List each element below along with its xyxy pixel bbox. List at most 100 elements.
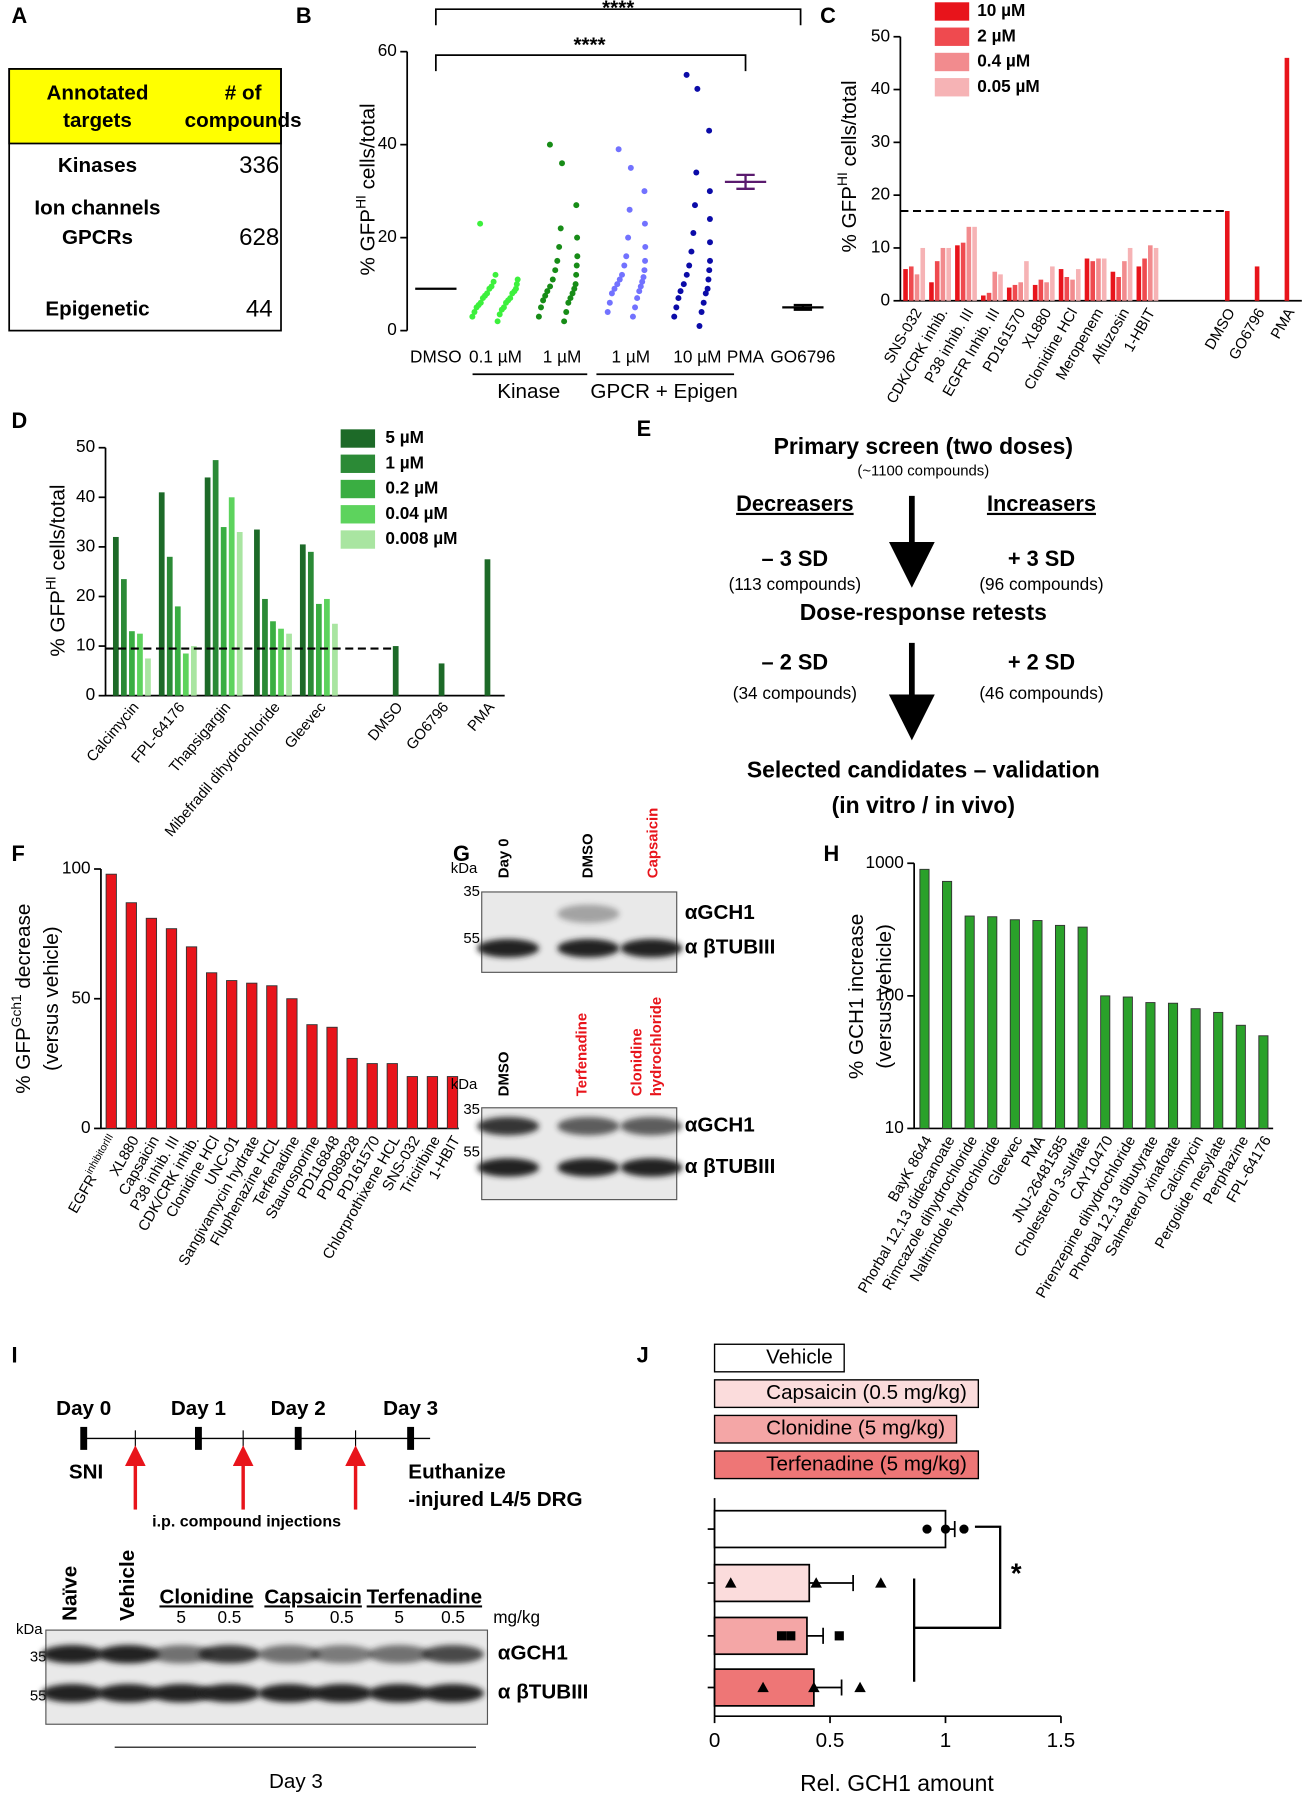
flow-title: Primary screen (two doses) — [774, 433, 1073, 459]
group-label: Clonidine — [159, 1585, 253, 1608]
data-point — [496, 311, 503, 318]
bar — [105, 873, 117, 1129]
panel-label: I — [11, 1343, 17, 1368]
y-tick-label: 20 — [871, 184, 890, 204]
data-point — [834, 1631, 844, 1641]
bar — [992, 271, 998, 301]
text-part: % GFP — [357, 209, 380, 276]
data-point — [757, 1681, 769, 1693]
lane-label: DMSO — [580, 833, 596, 878]
bar — [145, 658, 151, 696]
bar — [286, 633, 292, 696]
data-point — [561, 318, 568, 325]
footer: Day 3 — [269, 1770, 323, 1793]
bar — [1153, 247, 1159, 301]
data-point — [875, 1577, 887, 1588]
y-axis-label: % GFPHI cells/total — [353, 103, 380, 275]
legend-label: 0.05 µM — [977, 76, 1039, 96]
data-point — [693, 169, 700, 176]
x-tick-label: 1 µM — [612, 347, 651, 367]
x-tick-label: 1 µM — [543, 347, 582, 367]
data-point — [544, 288, 551, 295]
data-point — [542, 292, 549, 299]
blot-band — [97, 1645, 160, 1664]
y-tick-label: 10 — [76, 635, 95, 655]
bar — [940, 247, 946, 301]
data-point — [959, 1524, 969, 1534]
data-point — [641, 188, 648, 195]
bar — [220, 527, 227, 696]
bar — [204, 477, 211, 696]
y-tick-label: 0 — [880, 289, 890, 309]
legend-swatch — [340, 429, 376, 448]
bar — [1148, 245, 1153, 301]
y-tick-label: 10 — [885, 1117, 904, 1137]
y-tick-label: 0 — [86, 684, 96, 704]
data-point — [810, 1577, 822, 1588]
legend-label: 0.4 µM — [977, 51, 1030, 71]
legend-swatch — [934, 52, 970, 72]
blot-band — [150, 1684, 213, 1703]
bar — [112, 536, 119, 696]
y-tick-label: 60 — [378, 40, 397, 60]
bar — [1024, 261, 1029, 301]
blot-band — [97, 1684, 160, 1703]
data-point — [492, 271, 499, 278]
x-tick-label: DMSO — [365, 700, 406, 745]
data-point — [692, 202, 698, 209]
bar — [903, 269, 908, 301]
flow-step: – 3 SD — [762, 546, 829, 571]
data-point — [503, 299, 509, 306]
text-part: EGFR — [66, 1172, 101, 1216]
marker: 55 — [463, 931, 480, 947]
significance-bracket — [434, 8, 802, 26]
bar — [1018, 282, 1023, 301]
y-tick-label: 100 — [875, 984, 904, 1004]
bar — [1012, 284, 1018, 301]
blot-band — [198, 1645, 261, 1664]
flow-final: (in vitro / in vivo) — [832, 792, 1015, 818]
blot-band — [41, 1684, 104, 1703]
bar — [942, 880, 953, 1129]
data-point — [615, 146, 622, 153]
data-point — [473, 304, 480, 311]
legend-swatch — [340, 505, 376, 524]
x-tick-label: 1.5 — [1047, 1729, 1076, 1752]
bar — [934, 261, 940, 301]
bar — [386, 1063, 398, 1129]
timeline-tick — [407, 1426, 415, 1450]
legend-label: 1 µM — [385, 452, 424, 472]
data-point — [641, 220, 648, 227]
bar — [226, 980, 238, 1129]
bar — [286, 998, 298, 1129]
flow-note: (96 compounds) — [979, 574, 1103, 594]
blot-band — [620, 1158, 683, 1177]
text-part: decrease — [13, 904, 36, 995]
dose: 0.5 — [330, 1607, 354, 1627]
antibody: α βTUBIII — [498, 1681, 589, 1704]
blot-band — [422, 1645, 485, 1664]
data-point — [686, 262, 693, 269]
group-label: Terfenadine — [367, 1585, 482, 1608]
significance: **** — [602, 0, 635, 20]
dose: 5 — [176, 1607, 186, 1627]
data-point — [688, 248, 695, 255]
x-tick-label: 0.5 — [816, 1729, 845, 1752]
y-axis-label: (versus vehicle) — [40, 926, 63, 1071]
bar — [1084, 258, 1090, 301]
bar — [315, 603, 322, 696]
flow-note: (34 compounds) — [733, 683, 857, 703]
x-tick-label: PMA — [465, 700, 498, 735]
table-border — [8, 68, 282, 332]
marker: 35 — [463, 884, 480, 900]
bar — [929, 282, 934, 301]
bar — [1136, 266, 1142, 301]
data-point — [632, 304, 639, 311]
blot-band — [557, 904, 620, 923]
bar — [346, 1057, 358, 1129]
bar — [1090, 261, 1096, 301]
bar — [326, 1026, 338, 1129]
data-point — [611, 285, 618, 292]
bar — [1096, 258, 1101, 301]
y-tick-label: 40 — [871, 78, 890, 98]
